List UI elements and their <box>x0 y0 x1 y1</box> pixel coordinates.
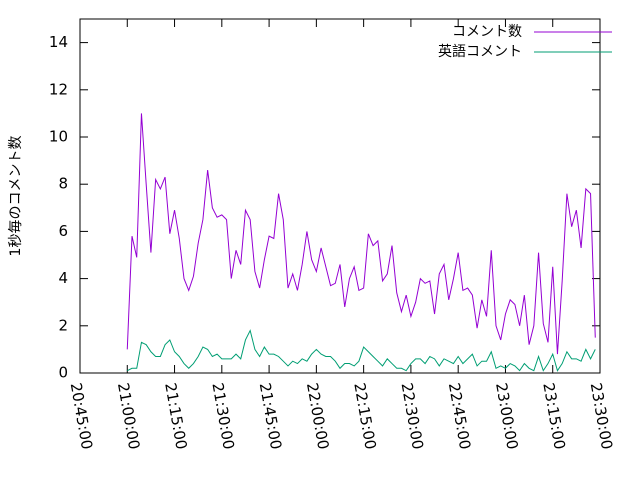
y-tick-label: 2 <box>58 316 68 334</box>
series-line <box>127 329 596 372</box>
y-tick-label: 6 <box>58 222 68 240</box>
series-line <box>126 113 596 355</box>
legend-label: 英語コメント <box>438 43 522 60</box>
legend-label: コメント数 <box>452 24 522 40</box>
y-tick-label: 8 <box>58 175 68 193</box>
y-tick-label: 10 <box>49 128 68 146</box>
y-tick-label: 0 <box>58 364 68 382</box>
y-tick-label: 14 <box>49 33 68 51</box>
plot-frame <box>79 18 601 374</box>
y-tick-label: 12 <box>49 80 68 98</box>
y-axis-label: 1秒毎のコメント数 <box>8 136 24 257</box>
y-tick-label: 4 <box>58 269 68 287</box>
